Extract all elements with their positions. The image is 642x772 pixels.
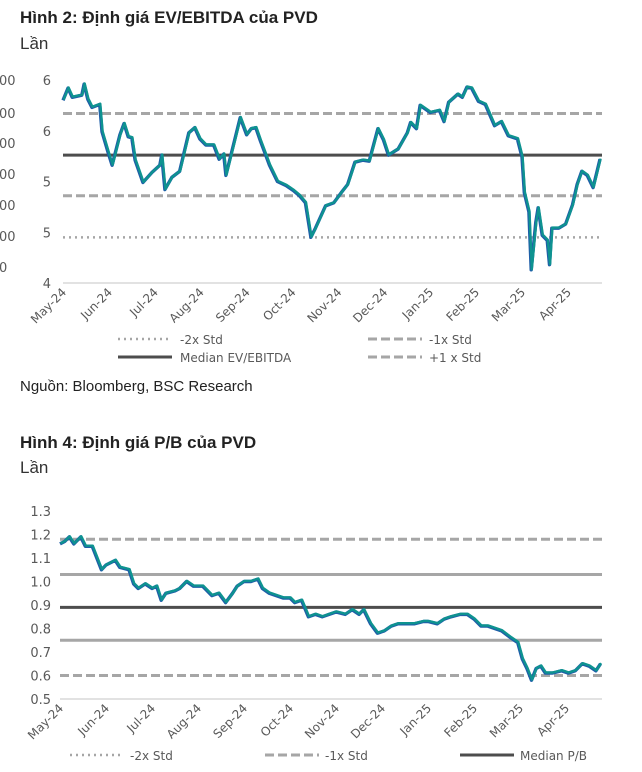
y-tick-label: 6 — [43, 74, 51, 89]
legend-label: -1x Std — [325, 749, 368, 763]
clipped-axis-label: 00 — [0, 199, 16, 214]
x-tick-label: Sep-24 — [213, 285, 253, 325]
clipped-axis-label: 00 — [0, 137, 16, 152]
x-tick-label: Feb-25 — [443, 285, 482, 324]
x-tick-label: Jan-25 — [399, 285, 437, 323]
figure-2-title: Hình 2: Định giá EV/EBITDA của PVD — [20, 8, 318, 27]
y-tick-label: 1.3 — [30, 505, 51, 520]
x-tick-label: Jun-24 — [74, 701, 112, 739]
x-tick-label: Dec-24 — [348, 701, 388, 741]
legend-label: Median P/B — [520, 749, 587, 763]
series-line — [60, 535, 603, 681]
x-tick-label: Aug-24 — [166, 285, 206, 325]
legend-label: -1x Std — [429, 333, 472, 347]
x-tick-label: Jul-24 — [123, 701, 158, 736]
legend-label: +1 x Std — [429, 351, 481, 365]
x-tick-label: Feb-25 — [441, 701, 480, 740]
y-tick-label: 0.7 — [30, 646, 51, 661]
y-tick-label: 1.2 — [30, 529, 51, 544]
y-tick-label: 5 — [43, 226, 51, 241]
series-line-shadow — [61, 82, 602, 272]
clipped-axis-label: 00 — [0, 168, 16, 183]
figure-2-unit: Lần — [20, 34, 49, 53]
x-tick-label: Nov-24 — [302, 701, 342, 741]
x-tick-label: Mar-25 — [489, 285, 528, 324]
x-tick-label: Sep-24 — [210, 701, 250, 741]
clipped-axis-label: 00 — [0, 74, 16, 89]
x-tick-label: Apr-25 — [536, 285, 574, 323]
x-tick-label: Aug-24 — [164, 701, 204, 741]
y-tick-label: 0.9 — [30, 599, 51, 614]
legend-label: -2x Std — [180, 333, 223, 347]
x-tick-label: Jul-24 — [126, 285, 161, 320]
x-tick-label: Oct-24 — [260, 285, 298, 323]
y-tick-label: 0.5 — [30, 693, 51, 708]
x-tick-label: Mar-25 — [487, 701, 526, 740]
y-tick-label: 6 — [43, 125, 51, 140]
legend-label: -2x Std — [130, 749, 173, 763]
y-tick-label: 0.8 — [30, 623, 51, 638]
x-tick-label: Nov-24 — [304, 285, 344, 325]
x-tick-label: Apr-25 — [534, 701, 572, 739]
y-tick-label: 5 — [43, 176, 51, 191]
y-tick-label: 4 — [43, 277, 51, 292]
y-tick-label: 1.1 — [30, 552, 51, 567]
x-tick-label: Oct-24 — [258, 701, 296, 739]
figure-4-title: Hình 4: Định giá P/B của PVD — [20, 433, 257, 452]
figure-2-source: Nguồn: Bloomberg, BSC Research — [20, 378, 253, 395]
clipped-axis-label: 00 — [0, 107, 16, 122]
series-line — [62, 82, 602, 271]
figure-4-unit: Lần — [20, 458, 49, 477]
y-tick-label: 1.0 — [30, 576, 51, 591]
clipped-axis-label: 00 — [0, 230, 16, 245]
x-tick-label: Jun-24 — [77, 285, 115, 323]
y-tick-label: 0.6 — [30, 670, 51, 685]
clipped-axis-label: 0 — [0, 261, 7, 276]
x-tick-label: Dec-24 — [350, 285, 390, 325]
legend-label: Median EV/EBITDA — [180, 351, 292, 365]
x-tick-label: Jan-25 — [397, 701, 435, 739]
